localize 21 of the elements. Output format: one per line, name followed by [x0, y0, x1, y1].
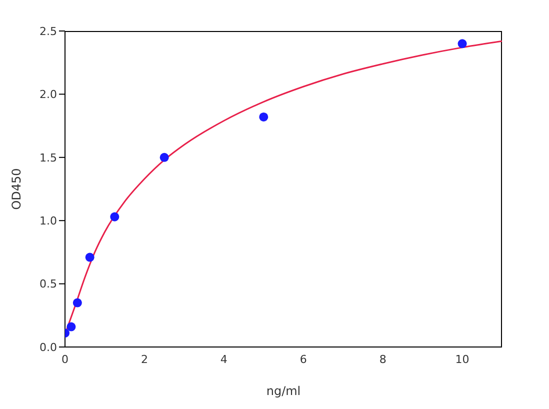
x-axis-title: ng/ml: [266, 384, 301, 398]
y-tick-label: 2.5: [40, 24, 57, 38]
x-tick-label: 10: [455, 353, 470, 366]
x-tick-label: 6: [300, 353, 307, 366]
point: [259, 112, 268, 122]
x-tick-label: 4: [220, 353, 228, 366]
y-axis-title: OD450: [9, 168, 24, 210]
y-tick-label: 2.0: [40, 88, 57, 102]
y-tick-label: 0.5: [40, 278, 57, 291]
y-tick-label: 0.0: [40, 340, 57, 354]
point: [85, 252, 94, 262]
x-tick-label: 0: [62, 353, 68, 366]
point: [110, 212, 120, 222]
x-tick-label: 2: [140, 353, 148, 366]
y-tick-label: 1.5: [40, 151, 57, 164]
x-tick-label: 8: [379, 353, 386, 366]
point: [66, 322, 76, 332]
point: [458, 39, 467, 48]
y-tick-label: 1.0: [40, 214, 57, 228]
point: [160, 152, 169, 162]
point: [72, 298, 82, 308]
